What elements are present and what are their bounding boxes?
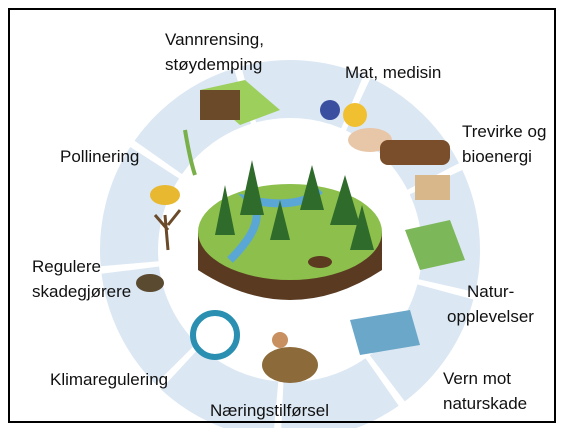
node-label: Mat, medisin [345, 63, 441, 82]
node-label: Pollinering [60, 147, 139, 166]
icons: CO2 [136, 80, 465, 383]
node-label: Vern mot [443, 369, 511, 388]
ring-segment [160, 346, 279, 428]
frame [8, 8, 556, 423]
node-label: Trevirke og [462, 122, 546, 141]
ring-segment [281, 358, 399, 428]
icon-text: CO2 [203, 333, 226, 345]
labels: Vannrensing, støydemping Mat, medisin Trevi… [32, 30, 546, 420]
node-label: Klimaregulering [50, 370, 168, 389]
node-label: skadegjørere [32, 282, 131, 301]
ring-segment [101, 266, 197, 385]
node-label: Vannrensing, [165, 30, 264, 49]
node-label: naturskade [443, 394, 527, 413]
node-label: Natur- [467, 282, 514, 301]
ring-segment [100, 147, 180, 267]
ring-segment [369, 284, 474, 402]
node-label: Regulere [32, 257, 101, 276]
node-label: opplevelser [447, 307, 534, 326]
forest-disc [198, 160, 382, 300]
node-label: bioenergi [462, 147, 532, 166]
node-label: Næringstilførsel [210, 401, 329, 420]
node-label: støydemping [165, 55, 262, 74]
